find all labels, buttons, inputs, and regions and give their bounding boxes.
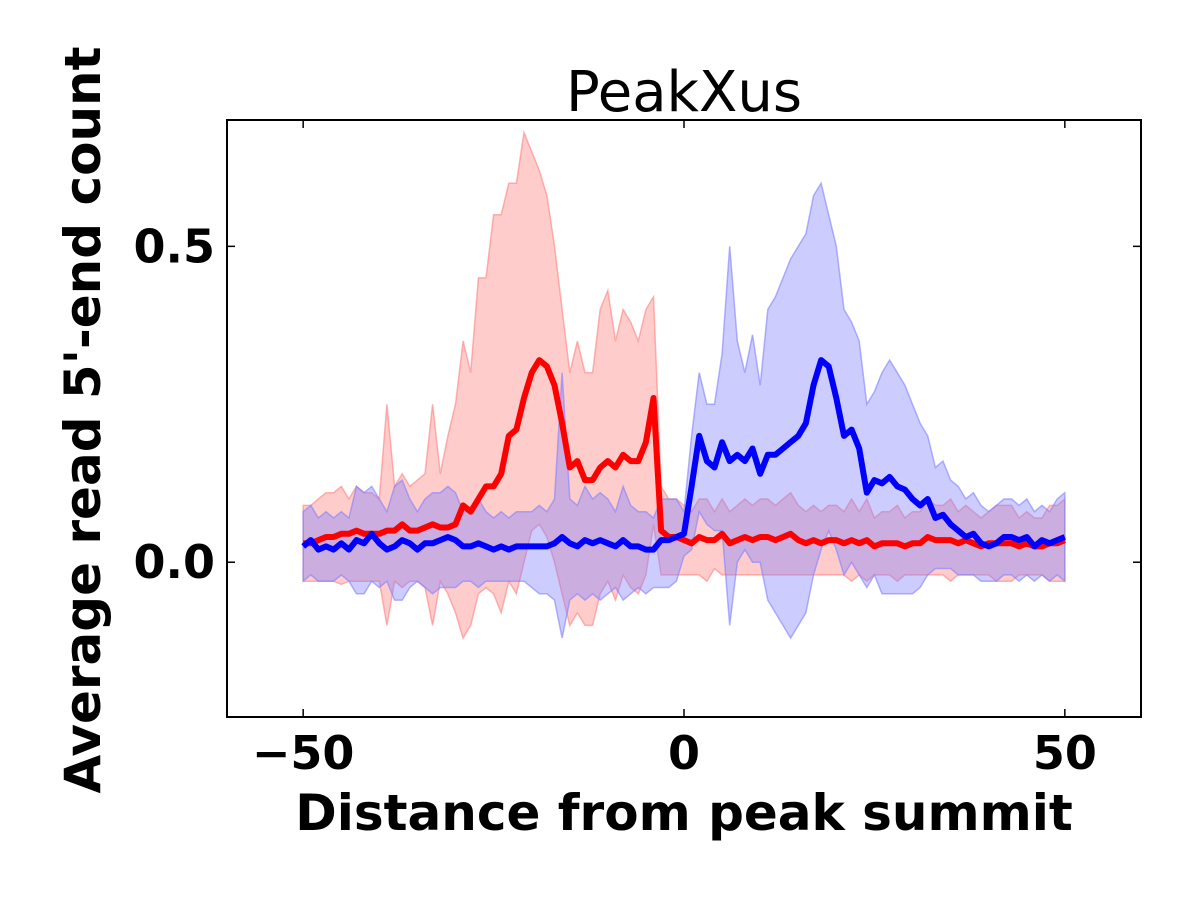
plot-area	[301, 129, 1066, 640]
series-line-blue	[301, 357, 1066, 553]
x-tick-label: −50	[252, 726, 355, 780]
x-tick-label: 0	[668, 726, 700, 780]
plot-frame	[226, 119, 1142, 718]
axis-ticks: −50 0 50 0.0 0.5	[134, 120, 1141, 780]
y-tick-label: 0.5	[134, 219, 216, 273]
series-line-red	[303, 357, 1066, 550]
chart-title: PeakXus	[566, 60, 802, 125]
y-axis-label: Average read 5'-end count	[54, 46, 112, 793]
x-tick-label: 50	[1033, 726, 1097, 780]
y-tick-label: 0.0	[134, 535, 216, 589]
x-axis-label: Distance from peak summit	[295, 784, 1073, 842]
